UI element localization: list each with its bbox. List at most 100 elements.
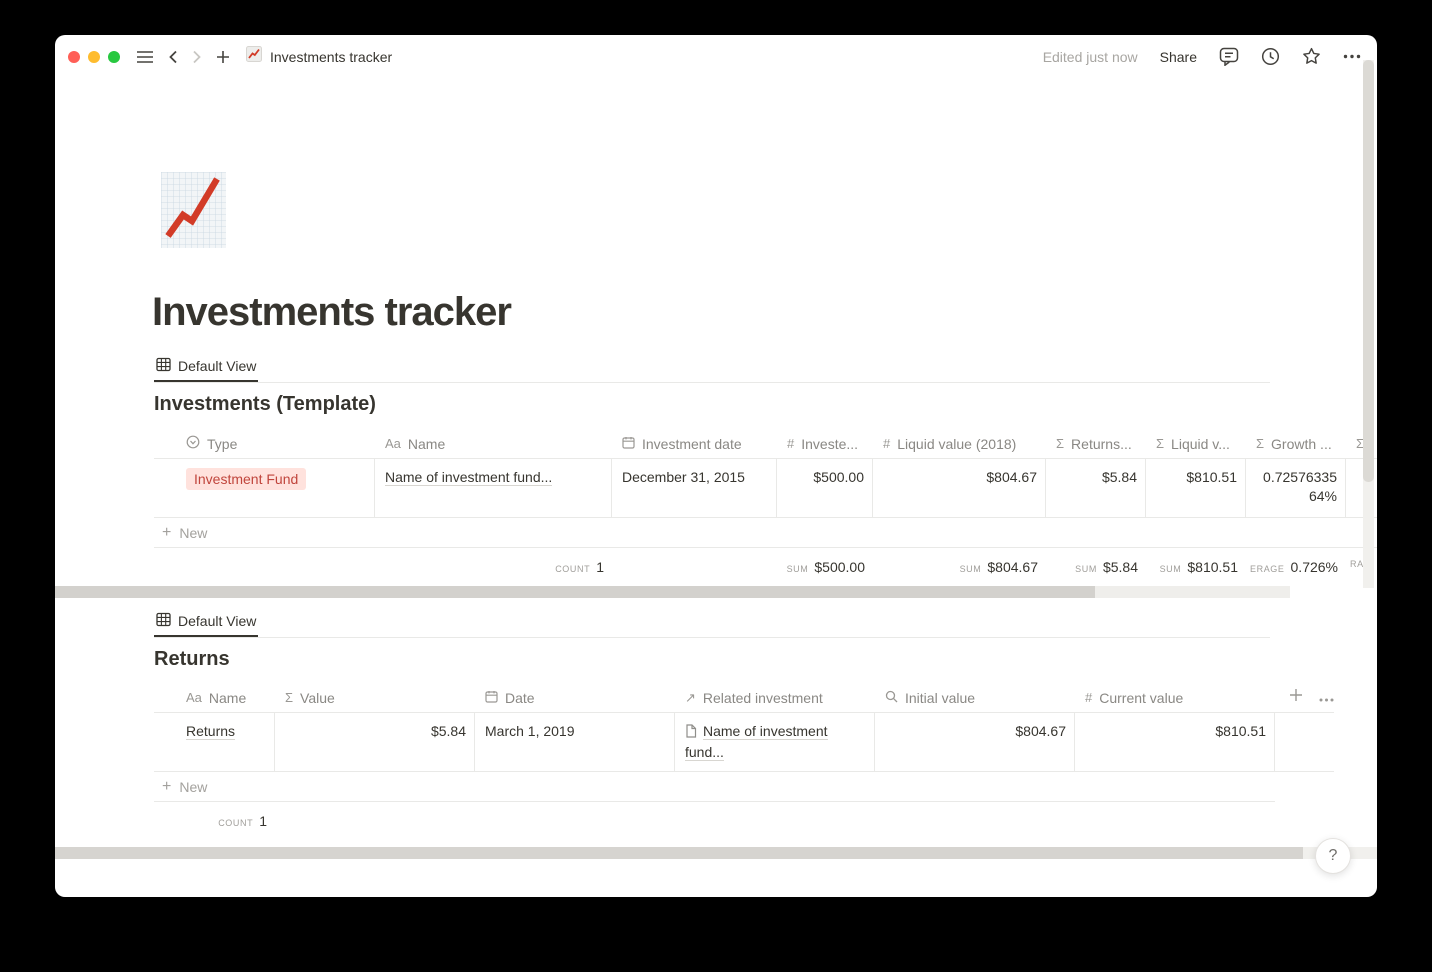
aggregate-clipped[interactable]: RAG: [1350, 559, 1372, 569]
column-label: Investe...: [801, 435, 859, 452]
number-property-icon: #: [883, 436, 891, 451]
more-options-icon[interactable]: [1343, 54, 1361, 59]
favorite-star-icon[interactable]: [1302, 47, 1321, 66]
database-title-returns[interactable]: Returns: [154, 648, 230, 670]
column-label: Growth ...: [1271, 435, 1332, 452]
returns-table: Aa Name Σ Value Date ↗ Related investmen…: [154, 683, 1334, 842]
cell-growth[interactable]: 0.7257633564%: [1246, 459, 1346, 517]
table-row: Returns $5.84 March 1, 2019 Name of inve…: [154, 713, 1334, 772]
cell-name[interactable]: Name of investment fund...: [375, 459, 612, 517]
updates-clock-icon[interactable]: [1261, 47, 1280, 66]
column-header-returns[interactable]: Σ Returns...: [1046, 429, 1146, 458]
column-header-current-value[interactable]: # Current value: [1075, 683, 1275, 712]
cell-returns[interactable]: $5.84: [1046, 459, 1146, 517]
column-header-name[interactable]: Aa Name: [154, 683, 275, 712]
cell-value[interactable]: $5.84: [275, 713, 475, 771]
scrollbar-thumb[interactable]: [55, 847, 1303, 859]
sidebar-menu-icon[interactable]: [136, 50, 154, 64]
aggregate-empty[interactable]: [154, 548, 375, 588]
table1-horizontal-scrollbar: [55, 586, 1377, 598]
column-label: Type: [207, 435, 238, 452]
table-row: Investment Fund Name of investment fund.…: [154, 459, 1377, 518]
add-column-button[interactable]: [1289, 688, 1303, 707]
formula-sum-icon: Σ: [1256, 436, 1265, 451]
column-header-liquid-value-2018[interactable]: # Liquid value (2018): [873, 429, 1046, 458]
scrollbar-thumb[interactable]: [55, 586, 1095, 598]
page-link[interactable]: Name of investment fund...: [385, 469, 553, 486]
aggregate-count[interactable]: COUNT 1: [555, 559, 604, 575]
page-title[interactable]: Investments tracker: [152, 290, 512, 334]
aggregate-average-growth[interactable]: ERAGE 0.726%: [1250, 559, 1338, 575]
view-tabs: Default View: [154, 352, 1270, 383]
column-label: Investment date: [642, 435, 742, 452]
number-property-icon: #: [787, 436, 795, 451]
comments-icon[interactable]: [1219, 47, 1239, 66]
column-header-clipped[interactable]: Σ: [1346, 429, 1377, 458]
tab-label: Default View: [178, 358, 257, 374]
new-row-button[interactable]: + New: [154, 772, 1275, 802]
new-row-label: New: [179, 524, 208, 541]
new-row-button[interactable]: + New: [154, 518, 1377, 548]
aggregate-sum-returns[interactable]: SUM $5.84: [1075, 559, 1138, 575]
cell-current-value[interactable]: $810.51: [1075, 713, 1275, 771]
zoom-window-button[interactable]: [108, 50, 120, 63]
aggregate-empty[interactable]: [612, 548, 777, 588]
type-tag[interactable]: Investment Fund: [186, 468, 307, 490]
breadcrumb[interactable]: Investments tracker: [246, 46, 392, 67]
cell-investment-date[interactable]: December 31, 2015: [612, 459, 777, 517]
cell-related-investment[interactable]: Name of investment fund...: [675, 713, 875, 771]
formula-sum-icon: Σ: [1056, 436, 1065, 451]
calendar-icon: [622, 436, 635, 452]
cell-initial-value[interactable]: $804.67: [875, 713, 1075, 771]
tab-default-view[interactable]: Default View: [154, 352, 259, 382]
database-title-investments[interactable]: Investments (Template): [154, 393, 376, 415]
investments-table: Type Aa Name Investment date # Investe..…: [154, 429, 1377, 588]
returns-header-row: Aa Name Σ Value Date ↗ Related investmen…: [154, 683, 1334, 713]
aggregate-sum-invested[interactable]: SUM $500.00: [786, 559, 865, 575]
cell-invested[interactable]: $500.00: [777, 459, 873, 517]
column-header-name[interactable]: Aa Name: [375, 429, 612, 458]
vertical-scrollbar-thumb[interactable]: [1363, 60, 1374, 482]
rollup-magnifier-icon: [885, 690, 898, 706]
page-link[interactable]: Returns: [186, 723, 236, 740]
cell-type[interactable]: Investment Fund: [154, 459, 375, 517]
column-header-related-investment[interactable]: ↗ Related investment: [675, 683, 875, 712]
view-tabs: Default View: [154, 607, 1270, 638]
table-options-button[interactable]: [1319, 689, 1334, 707]
column-header-investment-date[interactable]: Investment date: [612, 429, 777, 458]
page-link[interactable]: Name of investment fund...: [685, 723, 828, 761]
column-header-liquid-v[interactable]: Σ Liquid v...: [1146, 429, 1246, 458]
titlebar: Investments tracker Edited just now Shar…: [55, 35, 1377, 78]
forward-icon[interactable]: [192, 50, 202, 64]
calendar-icon: [485, 690, 498, 706]
back-icon[interactable]: [168, 50, 178, 64]
help-button[interactable]: ?: [1315, 838, 1351, 874]
cell-name[interactable]: Returns: [154, 713, 275, 771]
tab-default-view[interactable]: Default View: [154, 607, 259, 637]
share-button[interactable]: Share: [1159, 48, 1197, 65]
new-tab-icon[interactable]: [216, 50, 230, 64]
aggregate-count[interactable]: COUNT 1: [218, 813, 267, 829]
page-icon-chart-emoji[interactable]: [161, 172, 226, 248]
column-header-type[interactable]: Type: [154, 429, 375, 458]
column-header-growth[interactable]: Σ Growth ...: [1246, 429, 1346, 458]
aggregate-sum-liquid[interactable]: SUM $810.51: [1159, 559, 1238, 575]
relation-icon: ↗: [685, 689, 696, 705]
aggregate-sum-liquid-2018[interactable]: SUM $804.67: [959, 559, 1038, 575]
formula-sum-icon: Σ: [1156, 436, 1165, 451]
close-window-button[interactable]: [68, 50, 80, 63]
cell-date[interactable]: March 1, 2019: [475, 713, 675, 771]
column-header-value[interactable]: Σ Value: [275, 683, 475, 712]
column-header-initial-value[interactable]: Initial value: [875, 683, 1075, 712]
column-header-invested[interactable]: # Investe...: [777, 429, 873, 458]
minimize-window-button[interactable]: [88, 50, 100, 63]
cell-liquid-value-2018[interactable]: $804.67: [873, 459, 1046, 517]
investments-header-row: Type Aa Name Investment date # Investe..…: [154, 429, 1377, 459]
traffic-lights: [68, 50, 120, 63]
column-label: Liquid value (2018): [897, 435, 1017, 452]
edited-status: Edited just now: [1042, 48, 1138, 65]
column-header-date[interactable]: Date: [475, 683, 675, 712]
cell-liquid-value[interactable]: $810.51: [1146, 459, 1246, 517]
table-view-icon: [156, 357, 171, 375]
number-property-icon: #: [1085, 690, 1093, 705]
